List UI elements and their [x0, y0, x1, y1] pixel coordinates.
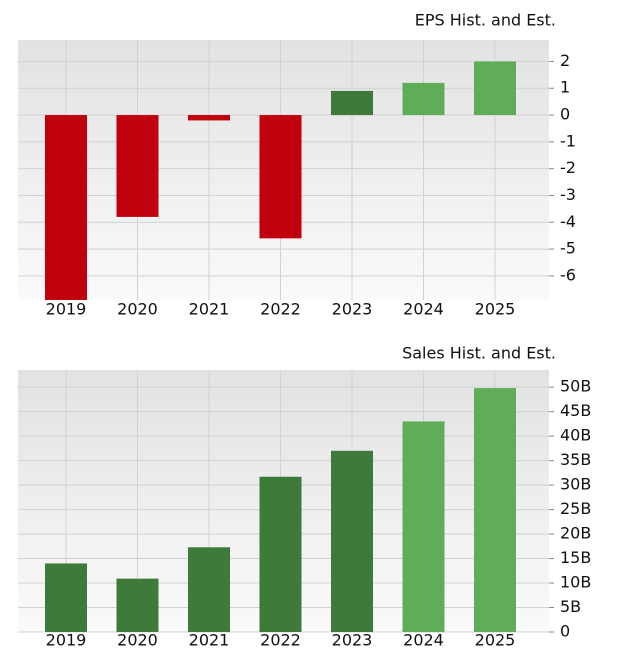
x-tick-label: 2022 [260, 631, 301, 650]
x-tick-label: 2021 [189, 300, 230, 319]
x-tick-label: 2025 [475, 631, 516, 650]
bar [402, 82, 445, 116]
bar [474, 61, 516, 116]
y-tick-label: 25B [560, 499, 591, 518]
y-tick-label: 1 [560, 78, 570, 97]
y-tick-label: -3 [560, 185, 576, 204]
bar [45, 563, 87, 632]
y-tick-label: 20B [560, 524, 591, 543]
bar [259, 476, 302, 632]
x-tick-label: 2019 [46, 300, 87, 319]
bar [259, 115, 302, 239]
y-tick-label: 45B [560, 401, 591, 420]
y-tick-label: -5 [560, 239, 576, 258]
bar [188, 547, 230, 632]
x-tick-label: 2023 [332, 300, 373, 319]
bar [331, 90, 373, 116]
chart-title: EPS Hist. and Est. [415, 11, 556, 30]
y-tick-label: 0 [560, 105, 570, 124]
x-tick-label: 2022 [260, 300, 301, 319]
x-tick-label: 2024 [403, 631, 444, 650]
y-tick-label: 50B [560, 377, 591, 396]
chart-title: Sales Hist. and Est. [402, 344, 556, 363]
x-tick-label: 2025 [475, 300, 516, 319]
bar [331, 450, 373, 632]
y-tick-label: 0 [560, 622, 570, 641]
y-tick-label: 10B [560, 573, 591, 592]
bar [474, 388, 516, 632]
y-tick-label: -1 [560, 131, 576, 150]
y-tick-label: 35B [560, 450, 591, 469]
y-tick-label: -6 [560, 265, 576, 284]
y-tick-label: 30B [560, 475, 591, 494]
x-tick-label: 2020 [117, 631, 158, 650]
y-tick-label: 2 [560, 51, 570, 70]
x-tick-label: 2020 [117, 300, 158, 319]
bar [116, 115, 159, 217]
y-tick-label: -2 [560, 158, 576, 177]
x-tick-label: 2024 [403, 300, 444, 319]
y-tick-label: 15B [560, 548, 591, 567]
y-tick-label: -4 [560, 212, 576, 231]
y-tick-label: 5B [560, 597, 581, 616]
x-tick-label: 2023 [332, 631, 373, 650]
bar [116, 578, 159, 632]
bar [45, 115, 87, 300]
x-tick-label: 2019 [46, 631, 87, 650]
bar [188, 115, 230, 121]
y-tick-label: 40B [560, 426, 591, 445]
bar [402, 421, 445, 632]
x-tick-label: 2021 [189, 631, 230, 650]
